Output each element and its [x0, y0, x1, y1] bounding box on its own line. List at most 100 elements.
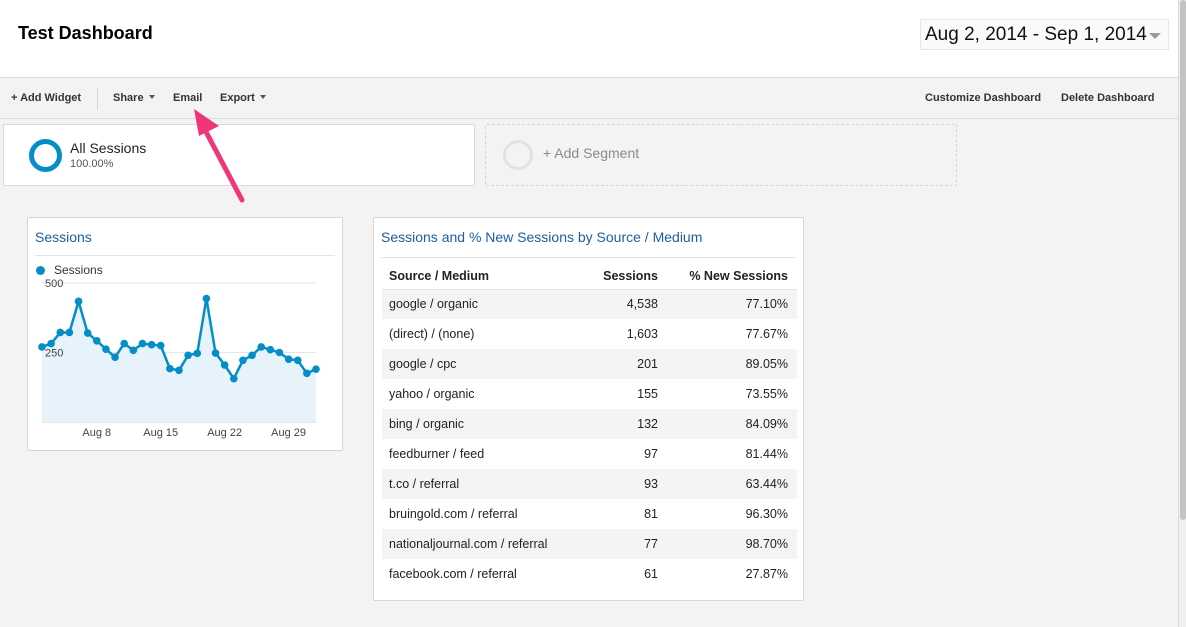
table-row: bing / organic 132 84.09% — [382, 409, 797, 439]
date-range-label: Aug 2, 2014 - Sep 1, 2014 — [925, 24, 1147, 45]
sessions-cell: 1,603 — [626, 327, 658, 341]
export-label: Export — [220, 92, 255, 104]
table-row: nationaljournal.com / referral 77 98.70% — [382, 529, 797, 559]
data-point — [102, 345, 110, 353]
y-tick-label: 250 — [45, 348, 63, 360]
data-point — [138, 339, 147, 348]
sessions-area — [42, 298, 316, 422]
sessions-cell: 97 — [644, 447, 658, 461]
annotation-arrow-head — [194, 109, 219, 136]
table-row: google / organic 4,538 77.10% — [382, 289, 797, 319]
share-menu-button[interactable]: Share — [113, 92, 155, 104]
sessions-cell: 93 — [572, 469, 658, 499]
data-point — [156, 341, 165, 350]
add-segment-label: + Add Segment — [543, 145, 640, 161]
source-medium-cell: facebook.com / referral — [389, 567, 517, 581]
sessions-cell: 77 — [572, 529, 658, 559]
table-row: facebook.com / referral 61 27.87% — [382, 559, 797, 589]
new-sessions-cell: 84.09% — [658, 409, 797, 439]
table-widget-title[interactable]: Sessions and % New Sessions by Source / … — [381, 229, 703, 245]
table-row: google / cpc 201 89.05% — [382, 349, 797, 379]
legend-label: Sessions — [54, 263, 103, 277]
data-point — [74, 297, 83, 306]
source-medium-cell: yahoo / organic — [389, 387, 475, 401]
table-row: (direct) / (none) 1,603 77.67% — [382, 319, 797, 349]
y-tick-label: 500 — [45, 278, 63, 290]
email-button[interactable]: Email — [173, 92, 203, 104]
table-header-row: Source / Medium Sessions % New Sessions — [382, 263, 797, 290]
data-point — [47, 339, 55, 348]
data-point — [93, 337, 101, 345]
segment-name: All Sessions — [70, 140, 147, 156]
dashboard-toolbar: + Add Widget Share Email Export Customiz… — [0, 79, 1178, 119]
data-point — [312, 365, 320, 373]
source-medium-table: Source / Medium Sessions % New Sessions … — [382, 263, 797, 589]
table-row: t.co / referral 93 63.44% — [382, 469, 797, 499]
sessions-widget-title[interactable]: Sessions — [35, 229, 92, 245]
column-header-new-sessions: % New Sessions — [658, 263, 797, 290]
add-widget-button[interactable]: + Add Widget — [11, 92, 82, 104]
sessions-line-chart: 500 250 Aug 8 Aug 15 Aug 22 Aug 29 — [38, 278, 320, 439]
add-segment-button[interactable]: + Add Segment — [485, 124, 957, 186]
data-point — [147, 340, 156, 349]
chevron-down-icon — [148, 95, 155, 99]
dashboard-header: Test Dashboard Aug 2, 2014 - Sep 1, 2014 — [0, 0, 1178, 78]
sessions-cell: 155 — [637, 387, 658, 401]
share-label: Share — [113, 92, 144, 104]
segment-placeholder-ring-icon — [503, 140, 533, 170]
data-point — [303, 369, 311, 378]
new-sessions-cell: 81.44% — [745, 447, 788, 461]
scrollbar-thumb[interactable] — [1180, 0, 1186, 520]
data-point — [266, 345, 275, 354]
x-tick-label: Aug 22 — [207, 427, 242, 439]
toolbar-divider — [97, 88, 98, 110]
sessions-cell: 132 — [572, 409, 658, 439]
source-medium-cell: nationaljournal.com / referral — [382, 529, 572, 559]
legend-swatch — [36, 266, 45, 275]
source-medium-table-widget: Sessions and % New Sessions by Source / … — [373, 217, 804, 601]
segment-ring-icon — [29, 139, 62, 172]
data-point — [284, 355, 293, 363]
new-sessions-cell: 27.87% — [745, 567, 788, 581]
column-header-source-medium: Source / Medium — [382, 263, 572, 290]
source-medium-cell: bing / organic — [382, 409, 572, 439]
data-point — [38, 343, 46, 351]
column-header-sessions: Sessions — [572, 263, 658, 290]
sessions-cell: 81 — [644, 507, 658, 521]
data-point — [184, 351, 192, 360]
data-point — [239, 356, 247, 365]
new-sessions-cell: 89.05% — [658, 349, 797, 379]
delete-dashboard-button[interactable]: Delete Dashboard — [1061, 92, 1155, 104]
date-range-picker[interactable]: Aug 2, 2014 - Sep 1, 2014 — [920, 19, 1169, 50]
table-row: feedburner / feed 97 81.44% — [382, 439, 797, 469]
data-point — [120, 339, 128, 348]
data-point — [293, 356, 302, 365]
source-medium-cell: google / cpc — [382, 349, 572, 379]
data-point — [65, 328, 74, 337]
new-sessions-cell: 77.67% — [745, 327, 788, 341]
table-row: bruingold.com / referral 81 96.30% — [382, 499, 797, 529]
data-point — [83, 329, 92, 337]
data-point — [211, 349, 220, 357]
customize-dashboard-button[interactable]: Customize Dashboard — [925, 92, 1042, 104]
x-tick-label: Aug 8 — [82, 427, 111, 439]
export-menu-button[interactable]: Export — [220, 92, 266, 104]
data-point — [56, 328, 65, 337]
x-tick-label: Aug 15 — [143, 427, 178, 439]
data-point — [230, 374, 238, 383]
new-sessions-cell: 63.44% — [658, 469, 797, 499]
vertical-scrollbar[interactable] — [1178, 0, 1186, 627]
data-point — [175, 366, 183, 375]
segment-card-all-sessions[interactable]: All Sessions 100.00% — [3, 124, 475, 186]
data-point — [193, 349, 202, 358]
sessions-cell: 201 — [572, 349, 658, 379]
sessions-cell: 4,538 — [572, 289, 658, 319]
new-sessions-cell: 98.70% — [658, 529, 797, 559]
data-point — [257, 343, 265, 351]
sessions-cell: 61 — [644, 567, 658, 581]
data-point — [129, 346, 138, 355]
source-medium-cell: t.co / referral — [382, 469, 572, 499]
new-sessions-cell: 73.55% — [745, 387, 788, 401]
table-row: yahoo / organic 155 73.55% — [382, 379, 797, 409]
